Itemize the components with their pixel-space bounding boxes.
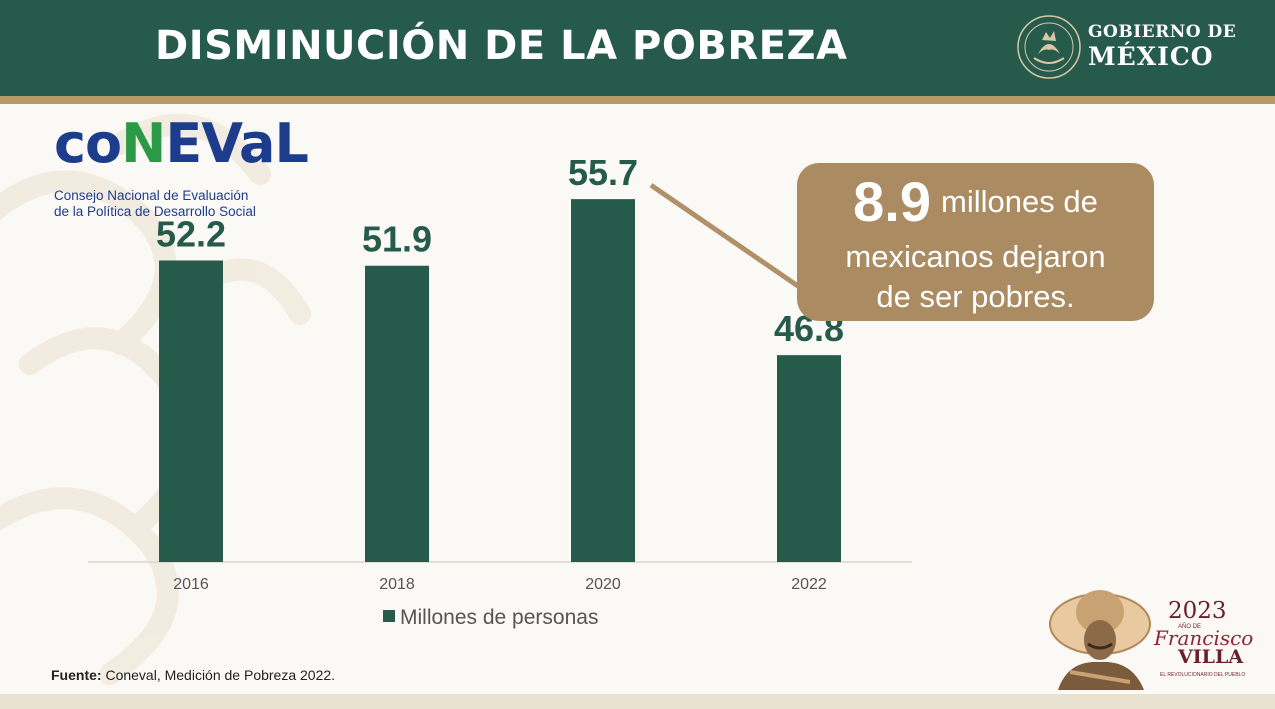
bar-2016: [159, 260, 223, 562]
header-bar: DISMINUCIÓN DE LA POBREZA GOBIERNO DE MÉ…: [0, 0, 1275, 96]
x-tick-2022: 2022: [791, 576, 827, 593]
gov-title-line2: MÉXICO: [1088, 42, 1214, 71]
footer-stripe: [0, 694, 1275, 709]
francisco-villa-2023-logo: 2023 AÑO DE Francisco VILLA EL REVOLUCIO…: [1048, 582, 1253, 690]
villa-name-line1: Francisco: [1154, 626, 1254, 650]
callout-text-line1: millones de: [941, 183, 1098, 219]
coneval-logo: coNEVaL Consejo Nacional de Evaluación d…: [52, 112, 312, 228]
data-label-2018: 51.9: [362, 219, 432, 260]
callout-text-line2: mexicanos dejaron: [845, 239, 1106, 274]
source-footnote: Fuente: Coneval, Medición de Pobreza 202…: [51, 667, 335, 683]
data-label-2020: 55.7: [568, 152, 638, 193]
bar-2022: [777, 355, 841, 562]
villa-year: 2023: [1168, 598, 1227, 624]
header-accent-stripe: [0, 96, 1275, 104]
x-tick-2018: 2018: [379, 576, 415, 593]
x-tick-2020: 2020: [585, 576, 621, 593]
data-label-2016: 52.2: [156, 213, 226, 254]
national-seal-icon: [1017, 15, 1081, 79]
villa-year-subtitle: AÑO DE: [1178, 624, 1202, 630]
legend-label: Millones de personas: [400, 606, 598, 629]
callout-box: 8.9 millones de mexicanos dejaron de ser …: [797, 163, 1154, 321]
villa-name-line2: VILLA: [1178, 646, 1244, 668]
sombrero-portrait-icon: [1049, 590, 1151, 690]
trend-arrow-line: [649, 183, 804, 292]
coneval-wordmark: coNEVaL: [54, 112, 309, 175]
gobierno-de-mexico-logo: GOBIERNO DE MÉXICO: [1016, 14, 1256, 82]
source-text: Coneval, Medición de Pobreza 2022.: [101, 667, 336, 683]
callout-number: 8.9: [853, 170, 932, 233]
x-tick-2016: 2016: [173, 576, 209, 593]
legend-swatch: [383, 610, 395, 622]
bar-2018: [365, 265, 429, 562]
gov-title-line1: GOBIERNO DE: [1088, 22, 1237, 42]
source-label: Fuente:: [51, 667, 102, 683]
coneval-subtitle: Consejo Nacional de Evaluación de la Pol…: [54, 188, 256, 219]
callout-text-line3: de ser pobres.: [876, 279, 1075, 314]
bar-2020: [571, 199, 635, 562]
page-title: DISMINUCIÓN DE LA POBREZA: [155, 23, 848, 69]
villa-tagline: EL REVOLUCIONARIO DEL PUEBLO: [1160, 672, 1246, 678]
